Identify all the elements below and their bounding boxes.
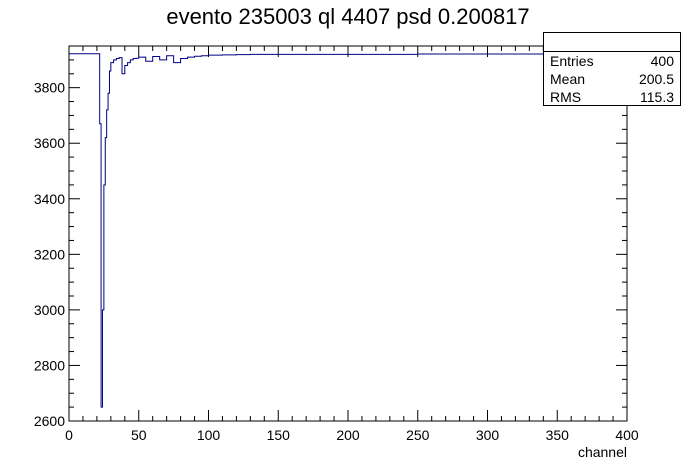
stats-rms-value: 115.3 [640, 89, 674, 105]
x-tick-label: 0 [65, 427, 73, 443]
y-tick-label: 2800 [34, 357, 65, 373]
chart-title: evento 235003 ql 4407 psd 0.200817 [166, 4, 530, 29]
x-tick-label: 300 [476, 427, 500, 443]
stats-box: Entries 400 Mean 200.5 RMS 115.3 [543, 32, 681, 106]
stats-mean-label: Mean [550, 71, 586, 87]
stats-entries-label: Entries [550, 53, 594, 69]
x-tick-label: 150 [267, 427, 291, 443]
x-axis-label: channel [578, 444, 627, 460]
x-tick-label: 50 [131, 427, 147, 443]
stats-mean-row: Mean 200.5 [544, 70, 680, 88]
x-tick-label: 400 [615, 427, 639, 443]
x-tick-label: 350 [546, 427, 570, 443]
series-line-0 [69, 53, 627, 408]
x-tick-label: 200 [336, 427, 360, 443]
stats-rms-label: RMS [550, 89, 582, 105]
x-tick-label: 250 [406, 427, 430, 443]
x-tick-label: 100 [197, 427, 221, 443]
stats-header [544, 33, 680, 52]
y-tick-label: 2600 [34, 413, 65, 429]
stats-mean-value: 200.5 [638, 71, 674, 87]
y-tick-label: 3800 [34, 80, 65, 96]
y-tick-label: 3000 [34, 302, 65, 318]
y-tick-label: 3200 [34, 246, 65, 262]
y-tick-label: 3600 [34, 135, 65, 151]
stats-rms-row: RMS 115.3 [544, 88, 680, 106]
stats-entries-row: Entries 400 [544, 52, 680, 70]
y-tick-label: 3400 [34, 191, 65, 207]
stats-entries-value: 400 [650, 53, 674, 69]
